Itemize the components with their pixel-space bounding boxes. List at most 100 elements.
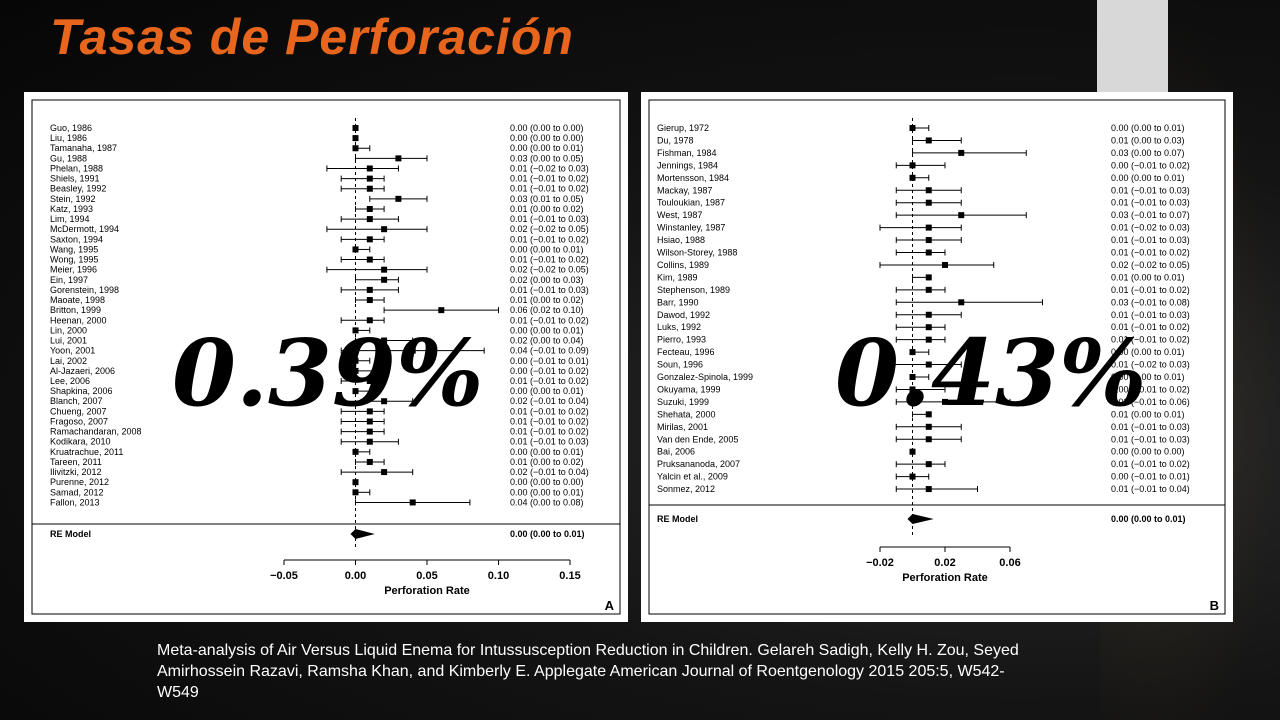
ci-text: 0.00 (0.00 to 0.01): [1111, 123, 1185, 133]
study-label: Britton, 1999: [50, 305, 101, 315]
ci-text: 0.01 (−0.01 to 0.02): [1111, 335, 1190, 345]
point-estimate: [958, 149, 965, 156]
point-estimate: [352, 327, 359, 334]
ci-text: 0.00 (−0.01 to 0.02): [510, 366, 589, 376]
point-estimate: [909, 125, 916, 131]
ci-text: 0.01 (−0.01 to 0.03): [1111, 434, 1190, 444]
ci-text: 0.01 (−0.01 to 0.02): [510, 234, 589, 244]
ci-text: 0.01 (0.00 to 0.01): [1111, 409, 1185, 419]
point-estimate: [381, 276, 388, 283]
ci-text: 0.00 (0.00 to 0.01): [1111, 347, 1185, 357]
point-estimate: [381, 469, 388, 476]
study-label: West, 1987: [657, 210, 702, 220]
point-estimate: [381, 398, 388, 405]
study-label: Hsiao, 1988: [657, 235, 705, 245]
ci-text: 0.01 (−0.01 to 0.02): [510, 184, 589, 194]
study-label: Suzuki, 1999: [657, 397, 709, 407]
ci-text: 0.01 (−0.01 to 0.03): [1111, 185, 1190, 195]
study-label: Ramachandaran, 2008: [50, 427, 142, 437]
study-label: Luks, 1992: [657, 322, 701, 332]
ci-text: 0.01 (0.00 to 0.02): [510, 295, 584, 305]
study-label: Yalcin et al., 2009: [657, 472, 728, 482]
point-estimate: [925, 361, 932, 368]
study-label: Wong, 1995: [50, 255, 98, 265]
ci-text: 0.01 (−0.01 to 0.02): [1111, 322, 1190, 332]
panel-label: B: [1210, 598, 1219, 613]
point-estimate: [366, 317, 373, 324]
plot-frame: [648, 99, 1226, 615]
forest-plot-a: Guo, 1986 0.00 (0.00 to 0.00) Liu, 1986 0.0…: [24, 92, 628, 622]
pooled-rate-air: 0.39%: [172, 319, 484, 427]
point-estimate: [909, 386, 916, 393]
study-label: Saxton, 1994: [50, 234, 103, 244]
point-estimate: [958, 212, 965, 219]
study-label: Lee, 2006: [50, 376, 90, 386]
forest-plot-b: Gierup, 1972 0.00 (0.00 to 0.01) Du, 1978 0…: [641, 92, 1233, 622]
summary-label: RE Model: [657, 514, 698, 524]
x-tick-label: 0.05: [416, 570, 437, 582]
ci-text: 0.01 (−0.01 to 0.02): [510, 406, 589, 416]
point-estimate: [942, 261, 948, 268]
study-label: Al-Jazaeri, 2006: [50, 366, 115, 376]
ci-text: 0.01 (−0.01 to 0.03): [510, 285, 589, 295]
study-label: Mirilas, 2001: [657, 422, 708, 432]
point-estimate: [366, 216, 373, 223]
point-estimate: [925, 436, 932, 443]
study-label: Mackay, 1987: [657, 185, 712, 195]
point-estimate: [352, 135, 359, 142]
point-estimate: [366, 185, 373, 192]
summary-diamond: [907, 514, 934, 524]
study-label: Kim, 1989: [657, 272, 698, 282]
point-estimate: [366, 236, 373, 243]
point-estimate: [352, 145, 359, 152]
ci-text: 0.01 (−0.01 to 0.04): [1111, 484, 1190, 494]
study-label: Dawod, 1992: [657, 310, 710, 320]
decorative-tab: [1097, 0, 1168, 93]
point-estimate: [352, 448, 359, 455]
point-estimate: [366, 428, 373, 435]
ci-text: 0.01 (−0.01 to 0.02): [510, 255, 589, 265]
point-estimate: [352, 357, 359, 364]
study-label: Touloukian, 1987: [657, 198, 725, 208]
study-label: Ein, 1997: [50, 275, 88, 285]
point-estimate: [909, 374, 916, 380]
point-estimate: [925, 249, 932, 256]
study-label: Mortensson, 1984: [657, 173, 729, 183]
point-estimate: [925, 411, 932, 418]
study-label: Guo, 1986: [50, 123, 92, 133]
point-estimate: [909, 162, 916, 169]
point-estimate: [366, 175, 373, 182]
ci-text: 0.00 (0.00 to 0.01): [510, 244, 584, 254]
study-label: Samad, 2012: [50, 487, 104, 497]
point-estimate: [366, 165, 373, 172]
point-estimate: [409, 347, 416, 354]
point-estimate: [909, 448, 916, 455]
ci-text: 0.01 (−0.01 to 0.02): [1111, 285, 1190, 295]
point-estimate: [925, 311, 932, 318]
study-label: Sonmez, 2012: [657, 484, 715, 494]
point-estimate: [366, 256, 373, 263]
study-label: Meier, 1996: [50, 265, 97, 275]
study-label: Shehata, 2000: [657, 409, 716, 419]
point-estimate: [925, 224, 932, 231]
ci-text: 0.00 (0.00 to 0.00): [1111, 447, 1185, 457]
point-estimate: [366, 438, 373, 445]
study-label: Pruksananoda, 2007: [657, 459, 740, 469]
ci-text: 0.03 (0.00 to 0.05): [510, 153, 584, 163]
ci-text: 0.03 (0.01 to 0.05): [510, 194, 584, 204]
point-estimate: [352, 125, 359, 131]
study-label: Barr, 1990: [657, 297, 699, 307]
study-label: Wilson-Storey, 1988: [657, 248, 737, 258]
point-estimate: [366, 297, 373, 304]
point-estimate: [366, 418, 373, 425]
study-label: Okuyama, 1999: [657, 384, 721, 394]
study-label: Jennings, 1984: [657, 160, 718, 170]
study-label: Stein, 1992: [50, 194, 96, 204]
plot-frame: [31, 99, 621, 615]
ci-text: 0.01 (−0.01 to 0.02): [510, 174, 589, 184]
ci-text: 0.01 (−0.02 to 0.03): [1111, 223, 1190, 233]
ci-text: 0.02 (−0.01 to 0.04): [510, 396, 589, 406]
study-label: Heenan, 2000: [50, 315, 107, 325]
point-estimate: [352, 479, 359, 486]
ci-text: 0.01 (−0.01 to 0.02): [1111, 459, 1190, 469]
